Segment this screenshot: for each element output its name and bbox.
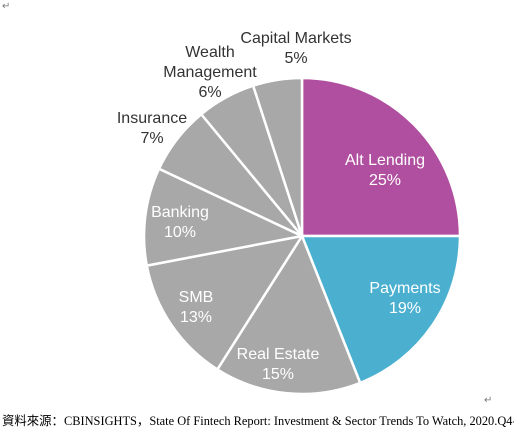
pie-value-label: 25% bbox=[369, 172, 401, 189]
source-caption-text: 資料來源：CBINSIGHTS，State Of Fintech Report:… bbox=[2, 414, 513, 428]
pie-value-label: 15% bbox=[262, 366, 294, 383]
pie-category-label: SMB bbox=[179, 289, 214, 306]
pie-category-label: Capital Markets bbox=[240, 30, 351, 47]
pie-value-label: 10% bbox=[164, 224, 196, 241]
pie-value-label: 6% bbox=[198, 84, 221, 101]
caption-return-mark: ↵ bbox=[512, 417, 514, 428]
pie-category-label: Management bbox=[163, 64, 257, 81]
pie-category-label: Real Estate bbox=[237, 346, 320, 363]
pie-label-capital-markets: Capital Markets 5% bbox=[240, 30, 351, 67]
pie-value-label: 7% bbox=[140, 130, 163, 147]
pie-category-label: Payments bbox=[369, 280, 440, 297]
pie-label-payments: Payments 19% bbox=[369, 280, 440, 317]
pie-value-label: 5% bbox=[284, 50, 307, 67]
pie-slice-alt-lending bbox=[300, 76, 462, 238]
pie-slice-smb bbox=[145, 234, 304, 371]
top-left-return-mark: ↵ bbox=[2, 1, 11, 12]
pie-slice-real-estate bbox=[216, 234, 362, 396]
pie-label-alt-lending: Alt Lending 25% bbox=[345, 152, 425, 189]
pie-label-banking: Banking 10% bbox=[151, 204, 209, 241]
pie-value-label: 19% bbox=[389, 300, 421, 317]
pie-slices bbox=[142, 76, 462, 396]
bottom-return-mark: ↵ bbox=[484, 395, 493, 406]
pie-labels: Alt Lending 25% Payments 19% Real Estate 15% S… bbox=[117, 30, 441, 383]
pie-label-insurance: Insurance 7% bbox=[117, 110, 187, 147]
source-caption: 資料來源：CBINSIGHTS，State Of Fintech Report:… bbox=[2, 411, 514, 429]
pie-category-label: Wealth bbox=[185, 44, 235, 61]
pie-value-label: 13% bbox=[180, 309, 212, 326]
pie-label-wealth-management: Wealth Management 6% bbox=[163, 44, 257, 101]
pie-category-label: Insurance bbox=[117, 110, 187, 127]
pie-label-smb: SMB 13% bbox=[179, 289, 214, 326]
pie-slice-capital-markets bbox=[251, 76, 304, 238]
pie-category-label: Banking bbox=[151, 204, 209, 221]
pie-label-real-estate: Real Estate 15% bbox=[237, 346, 320, 383]
pie-slice-payments bbox=[300, 234, 462, 385]
pie-category-label: Alt Lending bbox=[345, 152, 425, 169]
pie-slice-banking bbox=[142, 167, 304, 267]
